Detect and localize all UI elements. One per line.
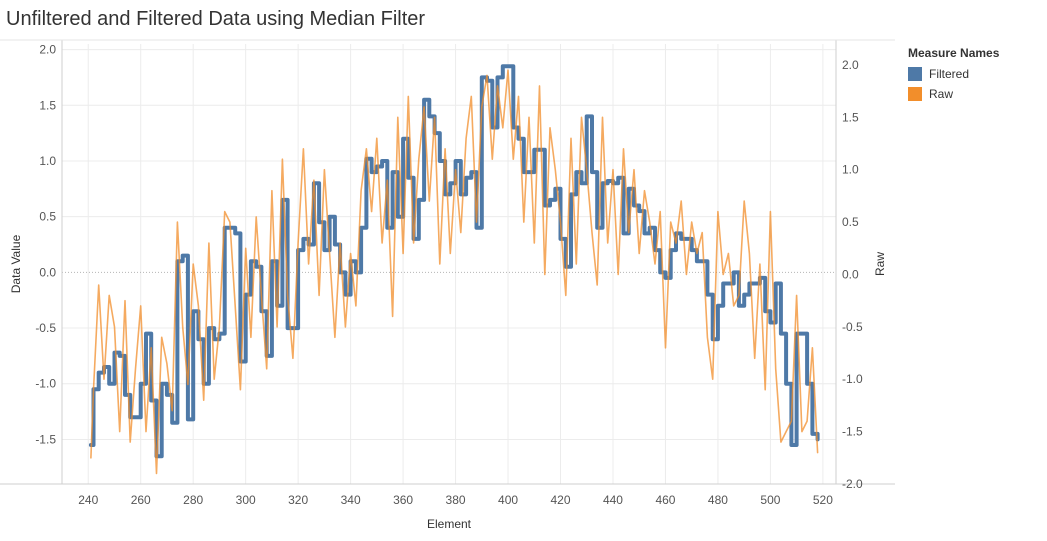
series-line-filtered [88, 64, 820, 459]
series-lines [88, 64, 820, 475]
x-tick-label: 280 [183, 493, 203, 507]
x-tick-label: 340 [341, 493, 361, 507]
y-tick-label: -1.5 [35, 432, 56, 446]
y-tick-label: 2.0 [39, 43, 56, 57]
y-tick-label: -0.5 [35, 321, 56, 335]
y2-tick-label: -1.0 [842, 372, 863, 386]
y2-tick-label: -1.5 [842, 425, 863, 439]
y-tick-label: -1.0 [35, 377, 56, 391]
x-tick-label: 460 [655, 493, 675, 507]
x-axis-label: Element [427, 517, 472, 531]
legend: Measure Names Filtered Raw [908, 46, 999, 104]
y-tick-label: 0.5 [39, 210, 56, 224]
legend-label-filtered: Filtered [929, 67, 970, 81]
y2-tick-label: -2.0 [842, 477, 863, 491]
y2-tick-label: 2.0 [842, 58, 859, 72]
x-tick-label: 480 [708, 493, 728, 507]
legend-label-raw: Raw [929, 87, 954, 101]
x-tick-label: 500 [760, 493, 780, 507]
chart-title: Unfiltered and Filtered Data using Media… [6, 8, 426, 30]
x-tick-label: 360 [393, 493, 413, 507]
legend-item-filtered[interactable]: Filtered [908, 64, 999, 84]
y-tick-label: 1.5 [39, 98, 56, 112]
legend-item-raw[interactable]: Raw [908, 84, 999, 104]
x-tick-label: 420 [550, 493, 570, 507]
y2-tick-label: 0.5 [842, 215, 859, 229]
y2-tick-label: 1.5 [842, 110, 859, 124]
x-tick-label: 380 [446, 493, 466, 507]
y2-tick-label: 1.0 [842, 163, 859, 177]
x-tick-label: 400 [498, 493, 518, 507]
x-tick-label: 520 [813, 493, 833, 507]
legend-title: Measure Names [908, 46, 1000, 60]
y2-tick-label: 0.0 [842, 267, 859, 281]
y2-axis-label: Raw [873, 252, 887, 276]
x-tick-label: 240 [78, 493, 98, 507]
legend-swatch-raw [908, 87, 922, 101]
y-tick-label: 1.0 [39, 154, 56, 168]
x-tick-label: 440 [603, 493, 623, 507]
axes: 240 260 280 300 320 340 360 380 400 420 440 460 480 5… [0, 39, 895, 531]
x-tick-label: 320 [288, 493, 308, 507]
x-tick-label: 300 [236, 493, 256, 507]
y2-tick-label: -0.5 [842, 320, 863, 334]
series-line-raw [90, 69, 819, 475]
legend-swatch-filtered [908, 67, 922, 81]
y-axis-label: Data Value [9, 234, 23, 293]
x-tick-label: 260 [131, 493, 151, 507]
y-tick-label: 0.0 [39, 265, 56, 279]
